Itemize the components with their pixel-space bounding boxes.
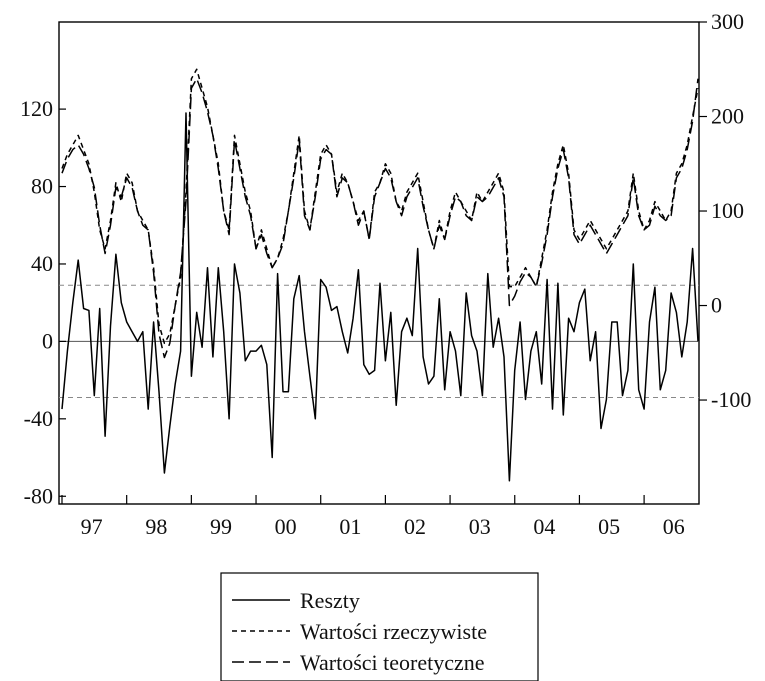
x-tick-label: 05 [598, 514, 620, 539]
x-tick-label: 02 [404, 514, 426, 539]
x-tick-label: 03 [469, 514, 491, 539]
right-tick-label: 300 [711, 9, 744, 34]
series-line-teoretyczne [61, 77, 699, 359]
right-tick-label: 200 [711, 104, 744, 129]
residual-band [59, 284, 699, 399]
right-axis: -100 0 100 200 300 [699, 9, 751, 412]
left-tick-label: 40 [31, 251, 53, 276]
x-tick-label: 01 [339, 514, 361, 539]
x-tick-label: 04 [533, 514, 555, 539]
x-tick-label: 98 [145, 514, 167, 539]
left-tick-label: 80 [31, 174, 53, 199]
right-tick-label: 100 [711, 198, 744, 223]
x-tick-label: 99 [210, 514, 232, 539]
legend-entry-teoretyczne: Wartości teoretyczne [300, 650, 485, 675]
x-tick-label: 06 [663, 514, 685, 539]
left-tick-label: 0 [42, 328, 53, 353]
plot-frame [58, 21, 700, 505]
right-tick-label: -100 [711, 387, 751, 412]
x-tick-label: 00 [275, 514, 297, 539]
series-layer [61, 68, 699, 482]
left-tick-label: -40 [24, 406, 53, 431]
right-tick-label: 0 [711, 293, 722, 318]
x-tick-label: 97 [81, 514, 103, 539]
legend-entry-reszty: Reszty [300, 588, 360, 613]
legend-entry-rzeczywiste: Wartości rzeczywiste [300, 619, 487, 644]
legend: Reszty Wartości rzeczywiste Wartości teo… [220, 572, 539, 681]
left-axis: -80 -40 0 40 80 120 [20, 96, 66, 508]
x-axis: 97 98 99 00 01 02 03 04 05 06 [61, 495, 685, 539]
left-tick-label: 120 [20, 96, 53, 121]
legend-box [220, 572, 539, 681]
series-line-reszty [61, 112, 699, 482]
series-line-rzeczywiste [61, 68, 699, 345]
left-tick-label: -80 [24, 483, 53, 508]
